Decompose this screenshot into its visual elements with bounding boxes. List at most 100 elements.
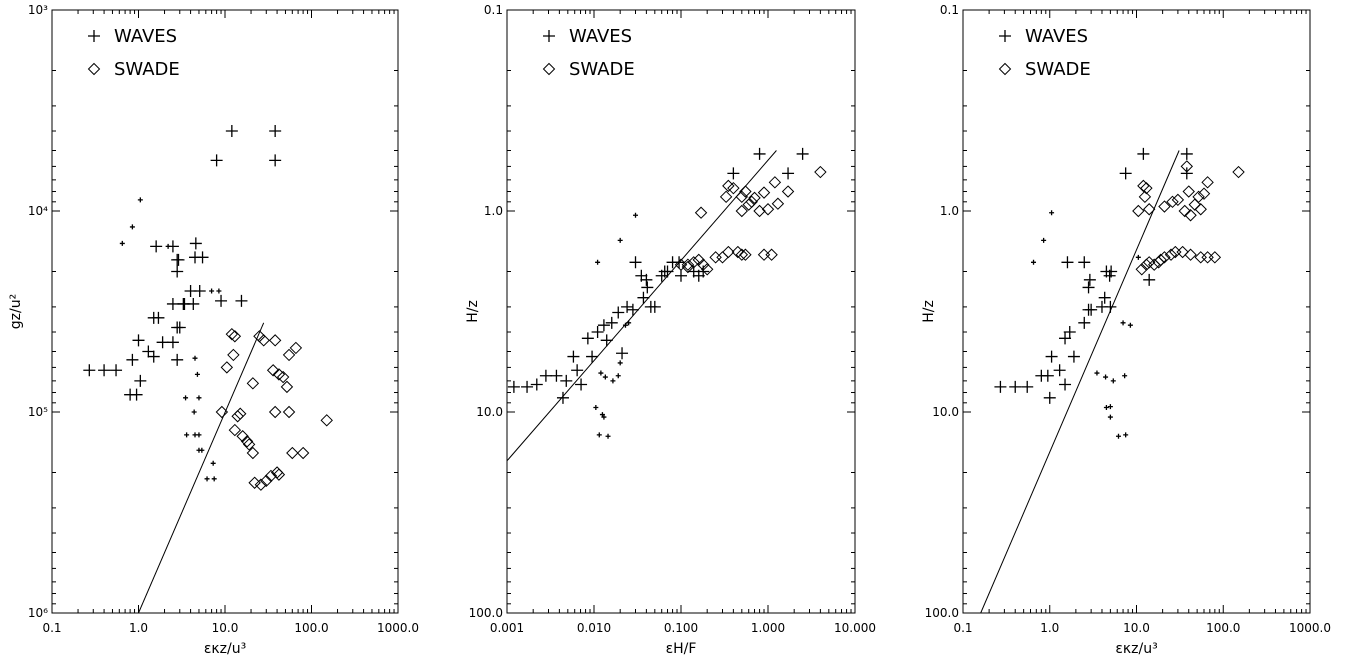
point-waves: [1053, 364, 1066, 377]
point-waves: [126, 353, 139, 366]
point-waves: [1105, 265, 1118, 278]
point-waves: [1137, 147, 1150, 160]
x-tick-label: 1.000: [751, 621, 785, 635]
point-waves: [1078, 316, 1091, 329]
point-swade: [246, 377, 260, 390]
point-swade: [268, 405, 282, 419]
y-tick-label: 1.0: [484, 204, 503, 218]
point-waves: [586, 350, 599, 363]
point-waves: [612, 306, 625, 319]
point-swade: [286, 446, 299, 460]
point-swade: [225, 327, 239, 341]
point-waves: [530, 378, 543, 391]
point-swade: [814, 165, 827, 179]
point-waves: [210, 154, 223, 167]
point-waves-small: [119, 240, 125, 246]
point-waves-small: [1103, 374, 1109, 380]
y-tick-label: 0.1: [484, 3, 503, 17]
point-waves: [641, 281, 654, 294]
point-swade: [1166, 195, 1179, 209]
point-waves-small: [196, 395, 202, 401]
point-waves: [142, 345, 155, 358]
point-waves: [1045, 350, 1058, 363]
y-tick-label: 100.0: [469, 606, 503, 620]
point-swade: [745, 195, 758, 209]
point-swade: [1232, 165, 1245, 179]
point-waves: [648, 300, 661, 313]
point-swade: [234, 407, 247, 420]
point-waves-small: [194, 371, 200, 377]
point-swade: [1201, 176, 1214, 189]
x-tick-label: 1000.0: [377, 621, 419, 635]
point-swade: [231, 410, 244, 423]
point-waves: [166, 297, 179, 310]
legend-label-swade: SWADE: [114, 59, 180, 80]
point-waves: [173, 321, 186, 334]
point-swade: [1138, 190, 1152, 204]
point-waves: [215, 294, 228, 307]
point-swade: [257, 334, 270, 347]
panel-2: 0.001 0.010 0.100 1.000 10.000 0.1 1.0 10.0 100.…: [465, 3, 876, 657]
point-waves-small: [601, 414, 607, 420]
point-waves: [605, 316, 618, 329]
point-waves: [1083, 273, 1096, 286]
y-axis-label: gz/u²: [8, 294, 24, 329]
plot-area: [980, 147, 1245, 613]
point-waves-small: [598, 370, 604, 376]
point-swade: [1158, 200, 1171, 213]
x-axis-label: εH/F: [666, 641, 697, 657]
x-tick-label: 0.100: [664, 621, 698, 635]
point-waves: [575, 378, 588, 391]
point-waves: [796, 147, 809, 160]
point-waves: [1043, 391, 1056, 404]
point-waves: [150, 240, 163, 253]
point-waves: [1063, 326, 1076, 339]
point-swade: [242, 438, 256, 451]
point-waves: [521, 380, 534, 393]
legend-marker-swade: [87, 62, 101, 76]
point-waves-small: [633, 212, 639, 218]
x-tick-label: 10.000: [834, 621, 876, 635]
point-swade: [1201, 251, 1214, 264]
point-waves-small: [599, 412, 605, 418]
point-swade: [735, 204, 749, 218]
point-swade: [722, 245, 735, 259]
point-waves: [539, 369, 552, 382]
point-swade: [1184, 248, 1197, 261]
y-axis-label: H/z: [465, 300, 481, 323]
point-waves: [269, 125, 282, 138]
point-swade: [739, 185, 752, 198]
point-waves: [1041, 369, 1054, 382]
legend-marker-waves: [88, 30, 100, 42]
point-waves: [782, 167, 795, 180]
legend-label-swade: SWADE: [1025, 59, 1091, 80]
point-swade: [1194, 251, 1207, 264]
point-waves-small: [191, 409, 197, 415]
plot-frame: [962, 9, 1311, 614]
point-waves: [152, 311, 165, 324]
point-waves: [581, 332, 594, 345]
point-waves-small: [617, 360, 623, 366]
point-swade: [753, 204, 766, 218]
point-waves: [130, 388, 143, 401]
plot-frame: [51, 9, 399, 614]
point-swade: [228, 330, 242, 343]
point-swade: [215, 405, 229, 419]
point-swade: [1176, 245, 1189, 259]
point-swade: [700, 263, 714, 276]
point-swade: [296, 446, 310, 460]
point-swade: [771, 197, 785, 210]
point-swade: [1192, 190, 1205, 204]
point-swade: [276, 370, 290, 384]
point-waves-small: [622, 322, 628, 328]
point-waves-small: [1110, 378, 1116, 384]
point-waves: [1021, 380, 1034, 393]
point-waves: [177, 297, 190, 310]
point-waves: [1180, 147, 1193, 160]
point-waves: [661, 265, 674, 278]
point-waves: [1119, 167, 1132, 180]
x-tick-label: 10.0: [212, 621, 239, 635]
point-swade: [735, 190, 749, 204]
point-waves-small: [192, 355, 198, 361]
